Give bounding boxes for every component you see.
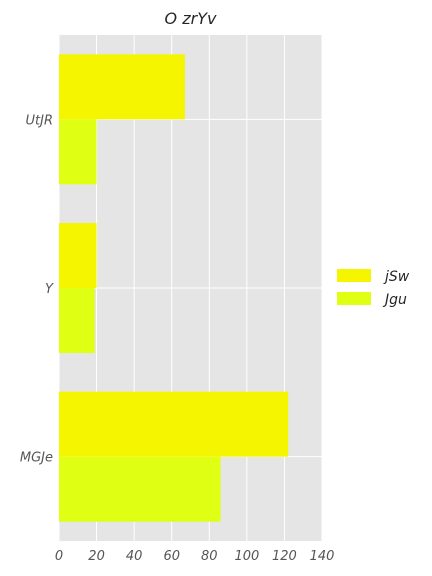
chart-title: O zrYv (165, 9, 217, 28)
y-tick-label: MGJe (20, 451, 53, 466)
x-tick-label: 20 (88, 549, 105, 564)
y-tick-label: UtJR (26, 113, 53, 128)
legend-swatch-jSw (337, 269, 371, 282)
x-tick-label: 140 (310, 549, 335, 564)
bar-Jgu-UtJR (59, 119, 97, 185)
legend: jSw Jgu (337, 269, 410, 308)
bar-Jgu-Y (59, 288, 95, 353)
bar-jSw-UtJR (59, 54, 185, 120)
legend-label-Jgu: Jgu (382, 292, 407, 308)
bar-jSw-MGJe (59, 391, 289, 457)
x-tick-label: 0 (55, 549, 63, 564)
legend-label-jSw: jSw (383, 269, 410, 285)
x-tick-label: 100 (234, 549, 259, 564)
bar-marks (59, 54, 289, 522)
x-tick-label: 40 (126, 549, 143, 564)
y-tick-label: Y (45, 282, 54, 297)
x-tick-label: 60 (163, 549, 180, 564)
bar-Jgu-MGJe (59, 456, 221, 522)
legend-swatch-Jgu (337, 292, 371, 305)
x-tick-label: 80 (201, 549, 218, 564)
bar-jSw-Y (59, 223, 97, 288)
x-axis-tick-labels: 0 20 40 60 80 100 120 140 (55, 549, 335, 564)
x-tick-label: 120 (272, 549, 297, 564)
y-axis-tick-labels: UtJR Y MGJe (20, 113, 54, 465)
